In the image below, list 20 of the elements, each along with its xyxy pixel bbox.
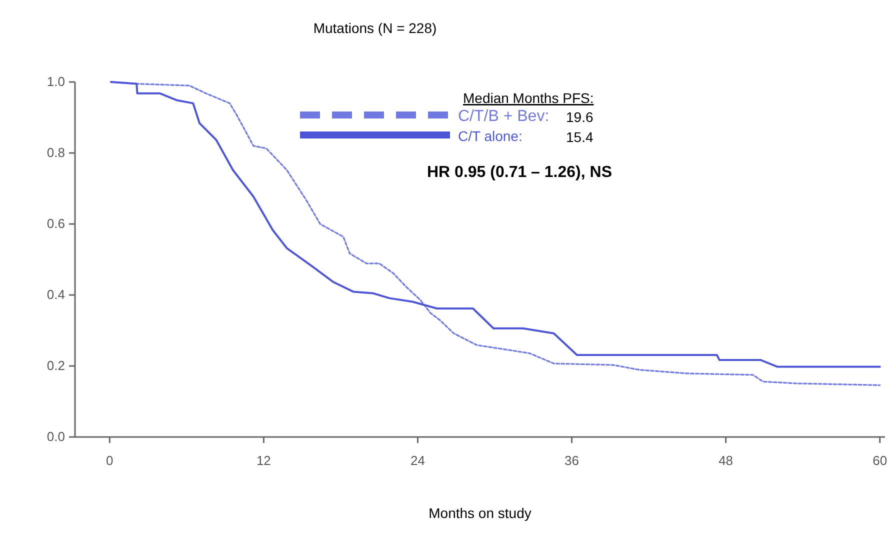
x-tick-label: 36 xyxy=(564,453,580,468)
chart-title: Mutations (N = 228) xyxy=(313,20,437,36)
x-tick-label: 48 xyxy=(718,453,734,468)
annotation: 15.4 xyxy=(566,129,594,145)
annotation: 19.6 xyxy=(566,109,594,125)
y-tick-label: 0.0 xyxy=(46,429,65,444)
x-tick-label: 0 xyxy=(106,453,114,468)
x-axis-title: Months on study xyxy=(428,505,532,521)
x-tick-label: 24 xyxy=(410,453,425,468)
y-tick-label: 0.6 xyxy=(46,216,65,231)
y-tick-label: 0.8 xyxy=(46,145,65,160)
text: C/T alone: xyxy=(458,128,522,144)
text: C/T/B + Bev: xyxy=(458,108,550,125)
legend-title: Median Months PFS: xyxy=(463,90,594,106)
y-tick-label: 1.0 xyxy=(46,74,65,89)
annotation: HR 0.95 (0.71 – 1.26), NS xyxy=(427,164,612,181)
x-tick-label: 12 xyxy=(256,453,271,468)
y-tick-label: 0.4 xyxy=(46,287,65,302)
y-tick-label: 0.2 xyxy=(46,358,65,373)
x-tick-label: 60 xyxy=(872,453,888,468)
